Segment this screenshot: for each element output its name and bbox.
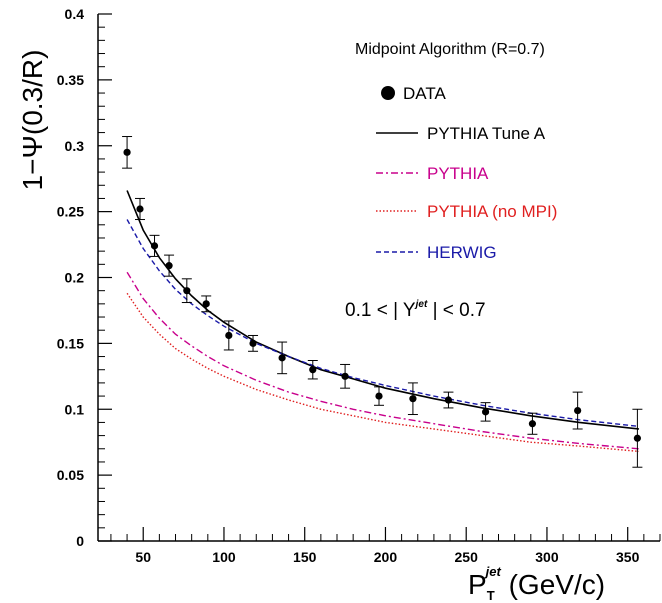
y-tick-label: 0.1 xyxy=(65,401,85,417)
legend-label-herwig: HERWIG xyxy=(427,243,497,262)
data-point xyxy=(202,300,210,308)
y-tick-label: 0.35 xyxy=(57,72,84,88)
legend-label-pythia-no-mpi: PYTHIA (no MPI) xyxy=(427,202,557,221)
chart-title: Midpoint Algorithm (R=0.7) xyxy=(355,41,545,58)
x-tick-label: 100 xyxy=(212,549,236,565)
data-point xyxy=(249,339,257,347)
data-point xyxy=(165,262,173,270)
data-point xyxy=(528,420,537,428)
y-tick-label: 0.05 xyxy=(57,467,84,483)
x-tick-label: 250 xyxy=(455,549,479,565)
x-tick-label: 300 xyxy=(535,549,559,565)
data-point xyxy=(409,395,417,403)
data-point xyxy=(341,372,349,380)
legend-label-pythia: PYTHIA xyxy=(427,164,489,183)
annotation-post: | < 0.7 xyxy=(427,300,485,321)
data-point xyxy=(278,354,286,362)
y-tick-label: 0.25 xyxy=(57,204,84,220)
y-tick-label: 0.4 xyxy=(65,6,85,22)
x-tick-label: 350 xyxy=(616,549,640,565)
y-axis-label: 1−Ψ(0.3/R) xyxy=(17,50,48,191)
x-tick-label: 200 xyxy=(374,549,398,565)
x-axis-label-unit: (GeV/c) xyxy=(501,569,605,600)
data-point xyxy=(183,287,191,295)
series-line-pythia-no-mpi xyxy=(126,292,640,453)
data-point xyxy=(309,366,317,374)
annotation-sup: jet xyxy=(414,299,428,310)
data-point xyxy=(123,148,131,156)
y-tick-label: 0.15 xyxy=(57,335,84,351)
y-tick-label: 0.3 xyxy=(65,138,85,154)
rapidity-annotation: 0.1 < | Yjet | < 0.7 xyxy=(345,299,486,321)
y-tick-label: 0.2 xyxy=(65,270,85,286)
x-axis-label-sub: T xyxy=(487,588,495,603)
data-point xyxy=(574,406,582,415)
x-tick-label: 50 xyxy=(135,549,151,565)
legend: DATA PYTHIA Tune A PYTHIA PYTHIA (no MPI) HE… xyxy=(376,84,557,262)
series-line-pythia xyxy=(126,271,640,450)
data-point xyxy=(136,205,144,213)
data-point xyxy=(375,392,383,400)
legend-marker-data xyxy=(381,86,395,100)
y-tick-label: 0 xyxy=(76,533,84,549)
data-point xyxy=(225,331,233,340)
x-axis-label-sup: jet xyxy=(484,564,502,579)
legend-label-data: DATA xyxy=(403,84,446,103)
annotation-pre: 0.1 < | Y xyxy=(345,300,416,321)
series-line-herwig xyxy=(126,219,640,428)
x-axis-label: PTjet (GeV/c) xyxy=(468,564,605,603)
plot-content xyxy=(122,136,643,468)
x-axis-label-main: P xyxy=(468,569,487,600)
data-point xyxy=(150,242,159,250)
data-point xyxy=(633,434,641,442)
data-point xyxy=(444,396,453,404)
axes: 0 0.05 0.1 0.15 0.2 0.25 0.3 0.35 0.4 50 100 150 200… xyxy=(57,6,661,565)
data-point xyxy=(481,408,490,416)
legend-label-pythia-tune-a: PYTHIA Tune A xyxy=(427,124,546,143)
x-tick-label: 150 xyxy=(293,549,317,565)
